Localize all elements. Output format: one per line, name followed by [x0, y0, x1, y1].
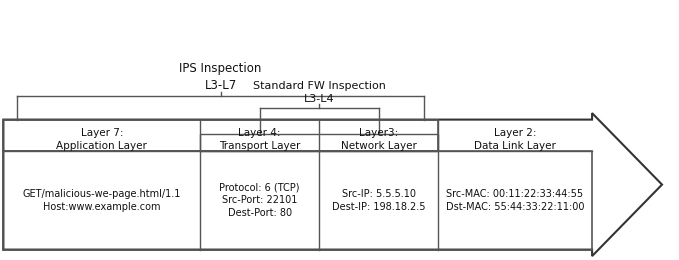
Text: Protocol: 6 (TCP)
Src-Port: 22101
Dest-Port: 80: Protocol: 6 (TCP) Src-Port: 22101 Dest-P…: [219, 182, 300, 218]
Bar: [3, 120, 438, 151]
Bar: [3, 151, 592, 250]
Text: Src-IP: 5.5.5.10
Dest-IP: 198.18.2.5: Src-IP: 5.5.5.10 Dest-IP: 198.18.2.5: [332, 188, 425, 212]
Text: Layer 7:
Application Layer: Layer 7: Application Layer: [56, 128, 147, 152]
Text: Layer3:
Network Layer: Layer3: Network Layer: [341, 128, 416, 152]
Text: Src-MAC: 00:11:22:33:44:55
Dst-MAC: 55:44:33:22:11:00: Src-MAC: 00:11:22:33:44:55 Dst-MAC: 55:4…: [446, 188, 584, 212]
Text: Standard FW Inspection
L3-L4: Standard FW Inspection L3-L4: [253, 81, 386, 104]
Text: GET/malicious-we-page.html/1.1
Host:www.example.com: GET/malicious-we-page.html/1.1 Host:www.…: [22, 188, 181, 212]
Polygon shape: [3, 113, 662, 256]
Bar: [200, 134, 438, 151]
Text: Layer 4:
Transport Layer: Layer 4: Transport Layer: [219, 128, 300, 152]
Text: Layer 2:
Data Link Layer: Layer 2: Data Link Layer: [474, 128, 556, 152]
Text: IPS Inspection
L3-L7: IPS Inspection L3-L7: [179, 62, 262, 92]
